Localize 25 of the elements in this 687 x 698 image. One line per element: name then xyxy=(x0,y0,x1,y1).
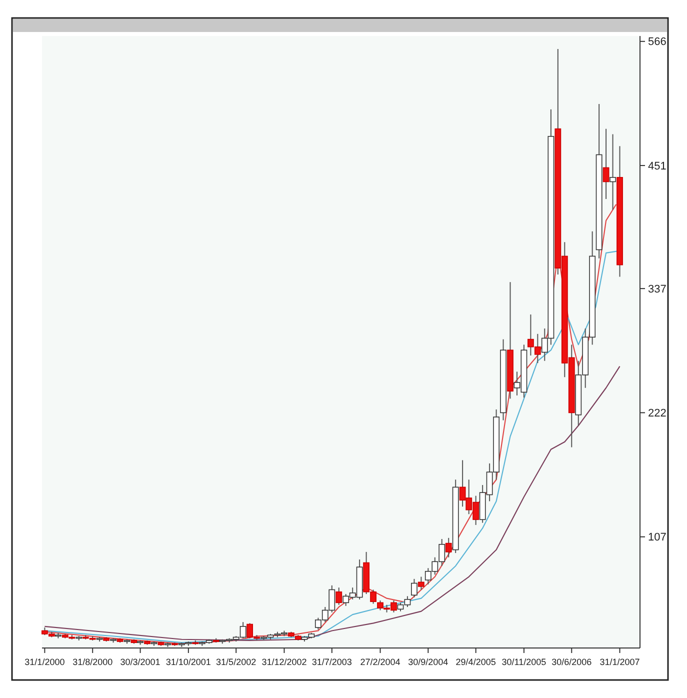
candlestick xyxy=(411,578,418,598)
y-tick-label: 107 xyxy=(648,532,666,544)
x-tick-label: 31/7/2003 xyxy=(312,657,352,667)
x-tick-label: 27/2/2004 xyxy=(360,657,400,667)
y-tick-label: 566 xyxy=(648,36,666,48)
y-tick-label: 337 xyxy=(648,283,666,296)
x-tick-label: 31/5/2002 xyxy=(216,657,256,667)
candlestick xyxy=(418,576,424,590)
x-tick-label: 31/12/2002 xyxy=(262,657,307,667)
x-tick-label: 31/8/2000 xyxy=(72,657,113,667)
candlestick xyxy=(445,537,452,558)
candlestick xyxy=(336,587,342,606)
line-series xyxy=(44,366,620,641)
candlestick xyxy=(602,128,610,200)
x-tick-label: 30/3/2001 xyxy=(120,657,160,667)
y-tick-label: 451 xyxy=(648,160,666,172)
x-tick-label: 29/4/2005 xyxy=(456,657,496,667)
x-tick-label: 30/6/2006 xyxy=(552,657,592,667)
x-tick-label: 31/1/2000 xyxy=(24,657,65,667)
x-tick-label: 31/1/2007 xyxy=(600,657,640,667)
x-tick-label: 30/11/2005 xyxy=(502,657,546,667)
x-tick-label: 30/9/2004 xyxy=(408,657,448,667)
x-tick-label: 31/10/2001 xyxy=(166,657,211,667)
y-tick-label: 222 xyxy=(648,408,666,420)
candlestick xyxy=(610,134,616,210)
